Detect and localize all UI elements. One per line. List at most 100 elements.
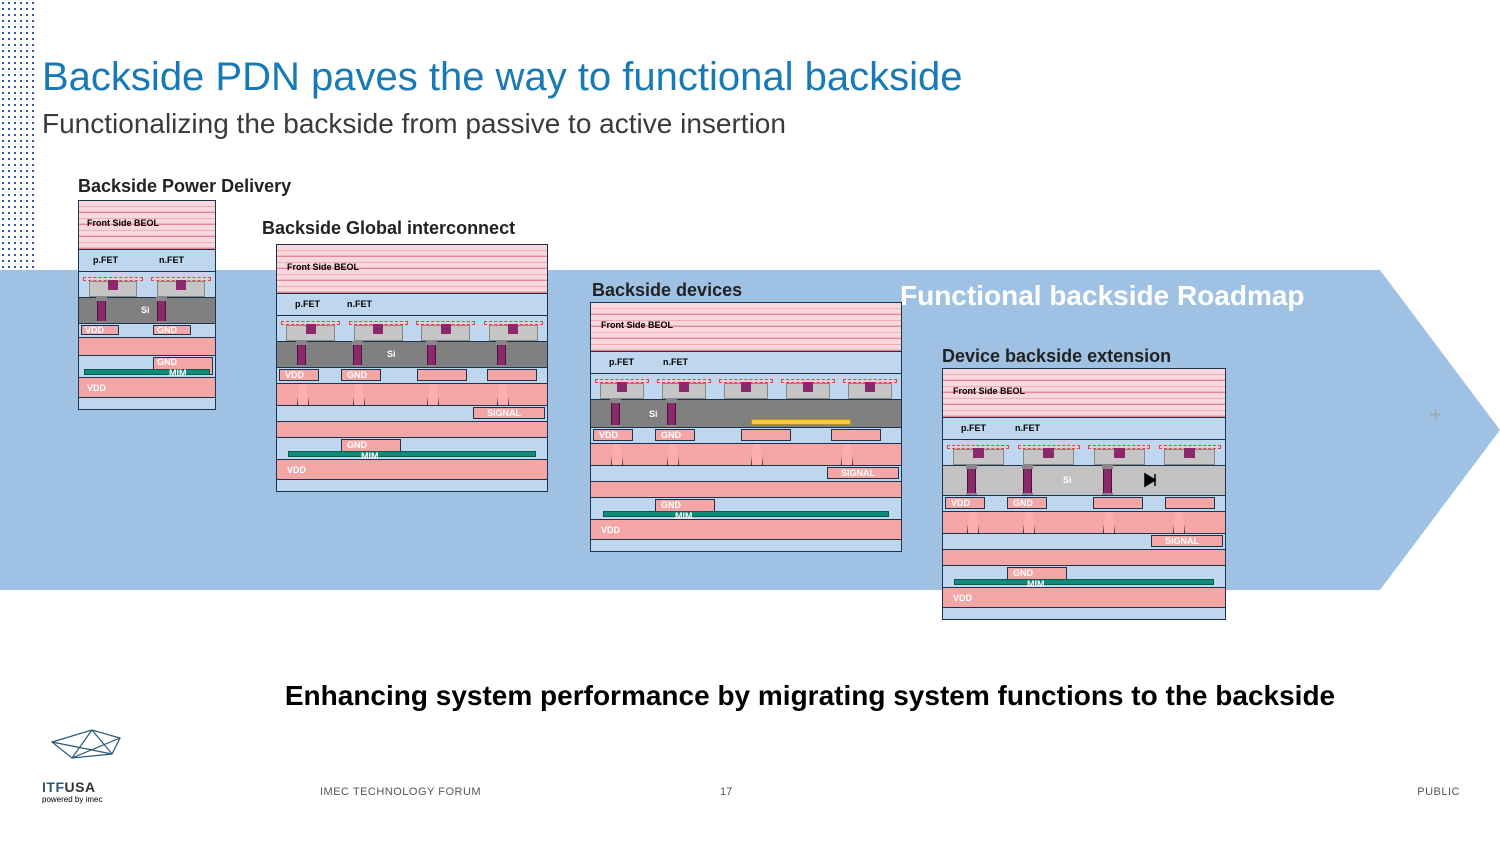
layer: [277, 421, 547, 437]
layer: [277, 383, 547, 405]
layer: Si: [277, 341, 547, 367]
layer-label-gnd: GND: [1013, 499, 1033, 508]
via: [427, 342, 436, 368]
layer: GNDMIM: [79, 355, 215, 377]
fet-device: [591, 379, 653, 399]
layer: p.FET n.FET: [943, 417, 1225, 439]
layer: p.FETn.FET: [79, 249, 215, 271]
layer: Si: [79, 297, 215, 323]
layer-label-si: Si: [141, 306, 150, 315]
fet-device: [147, 277, 215, 297]
layer-label-gnd: GND: [661, 431, 681, 440]
layer: Front Side BEOL: [79, 201, 215, 249]
metal-pad: [741, 429, 791, 441]
via: [667, 400, 676, 428]
layer: [591, 373, 901, 399]
fet-device: [1014, 445, 1085, 465]
layer: [943, 549, 1225, 565]
fet-device: [412, 321, 480, 341]
logo-text-itf: ITF: [42, 779, 65, 795]
layer: VDD GND: [943, 495, 1225, 511]
via: [611, 400, 620, 428]
layer-label-pfet: p.FET: [93, 256, 118, 265]
layer: Si: [943, 465, 1225, 495]
fet-device: [943, 445, 1014, 465]
layer-label-vdd: VDD: [951, 499, 970, 508]
layer-label-nfet: n.FET: [1015, 424, 1040, 433]
layer: VDDGND: [591, 427, 901, 443]
stack-s4: Front Side BEOL p.FET n.FET Si VDD GND SIGNAL G…: [942, 368, 1226, 620]
layer-label-pfet: p.FET: [961, 424, 986, 433]
layer-label-pfet: p.FET: [609, 358, 634, 367]
layer: [591, 539, 901, 551]
layer-label-beol: Front Side BEOL: [953, 387, 1025, 396]
fet-device: [839, 379, 901, 399]
layer: [79, 397, 215, 409]
layer: VDDGND: [277, 367, 547, 383]
plus-mark: +: [1429, 402, 1442, 428]
slide-title: Backside PDN paves the way to functional…: [42, 55, 963, 100]
layer-label-si: Si: [1063, 476, 1072, 485]
corner-dot-grid: [0, 0, 38, 300]
metal-pad: [1165, 497, 1215, 509]
fet-device: [715, 379, 777, 399]
layer: [79, 271, 215, 297]
section-label-3: Device backside extension: [942, 346, 1171, 367]
via: [157, 298, 166, 324]
fet-device: [480, 321, 548, 341]
roadmap-label: Functional backside Roadmap: [900, 280, 1305, 312]
stack-s3: Front Side BEOLp.FETn.FETSiVDDGNDSIGNALG…: [590, 302, 902, 552]
layer-label-nfet: n.FET: [663, 358, 688, 367]
itf-logo: ITFUSA powered by imec: [42, 724, 142, 804]
layer: VDD: [591, 519, 901, 539]
via: [97, 298, 106, 324]
fet-device: [277, 321, 345, 341]
layer-label-vdd: VDD: [85, 326, 104, 335]
via: [1103, 466, 1112, 496]
layer: VDD: [943, 587, 1225, 607]
via: [967, 466, 976, 496]
layer: [591, 443, 901, 465]
layer-label-si: Si: [387, 350, 396, 359]
fet-device: [345, 321, 413, 341]
layer-label-pfet: p.FET: [295, 300, 320, 309]
backside-device-marker: [751, 419, 851, 425]
fet-device: [1155, 445, 1226, 465]
layer: VDD: [277, 459, 547, 479]
layer-label-gnd: GND: [1013, 569, 1033, 578]
layer: Front Side BEOL: [943, 369, 1225, 417]
fet-device: [79, 277, 147, 297]
layer: [943, 439, 1225, 465]
layer-label-gnd: GND: [157, 358, 177, 367]
logo-text-usa: USA: [65, 779, 96, 795]
layer: GNDMIM: [943, 565, 1225, 587]
layer-label-nfet: n.FET: [347, 300, 372, 309]
fet-device: [777, 379, 839, 399]
layer: GNDMIM: [277, 437, 547, 459]
layer: Front Side BEOL: [277, 245, 547, 293]
layer-label-vdd: VDD: [285, 371, 304, 380]
layer: SIGNAL: [591, 465, 901, 481]
footer-classification: PUBLIC: [1417, 786, 1460, 798]
layer: SIGNAL: [943, 533, 1225, 549]
mim-capacitor: [84, 369, 209, 375]
layer: GNDMIM: [591, 497, 901, 519]
layer: VDD: [79, 377, 215, 397]
layer-label-signal: SIGNAL: [841, 469, 875, 478]
mim-capacitor: [954, 579, 1213, 585]
bottom-message: Enhancing system performance by migratin…: [240, 680, 1380, 712]
layer-label-gnd: GND: [157, 326, 177, 335]
stack-s1: Front Side BEOLp.FETn.FETSiVDDGNDGNDMIMV…: [78, 200, 216, 410]
slide-subtitle: Functionalizing the backside from passiv…: [42, 108, 786, 140]
layer-label-si: Si: [649, 410, 658, 419]
layer-label-vdd: VDD: [287, 466, 306, 475]
layer: SIGNAL: [277, 405, 547, 421]
layer-label-beol: Front Side BEOL: [601, 321, 673, 330]
layer-label-gnd: GND: [661, 501, 681, 510]
via: [1023, 466, 1032, 496]
footer-page: 17: [720, 786, 732, 798]
metal-pad: [417, 369, 467, 381]
fet-device: [653, 379, 715, 399]
via: [497, 342, 506, 368]
layer-label-vdd: VDD: [601, 526, 620, 535]
